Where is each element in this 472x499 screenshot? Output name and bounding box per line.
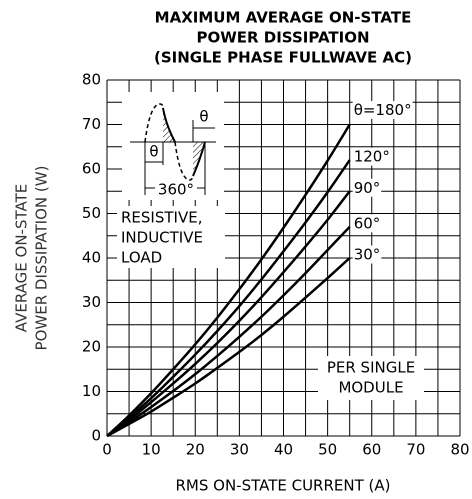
curve (106, 257, 351, 438)
y-axis-label-line: AVERAGE ON-STATE (13, 184, 31, 332)
y-tick-label: 60 (82, 160, 101, 178)
wave (162, 107, 176, 143)
x-tick-label: 0 (102, 441, 112, 459)
chart-title: (SINGLE PHASE FULLWAVE AC) (154, 49, 412, 67)
curve-label: 90° (354, 179, 381, 197)
y-tick-label: 0 (91, 427, 101, 445)
y-tick-label: 20 (82, 338, 101, 356)
annotation: MODULE (338, 379, 403, 397)
label-box (352, 214, 382, 233)
y-axis-label-line: POWER DISSIPATION (W) (33, 166, 51, 351)
annotation: INDUCTIVE (121, 229, 203, 247)
x-axis-label: RMS ON-STATE CURRENT (A) (175, 477, 390, 495)
waveform-inset: θ θ 360° (122, 92, 224, 200)
wave (192, 141, 206, 177)
y-tick-label: 50 (82, 204, 101, 222)
y-tick-label: 80 (82, 71, 101, 89)
grid: 0 10 20 30 40 50 60 70 80 0 10 20 30 40 50 60 70 80 (82, 71, 470, 459)
label-box (352, 101, 413, 119)
curve-label: 120° (354, 148, 390, 166)
label-box (352, 147, 391, 166)
label-box (352, 178, 382, 197)
label-box (352, 245, 382, 264)
annotation: 360° (158, 181, 194, 199)
annotation: θ (149, 143, 158, 161)
x-tick-label: 30 (230, 441, 249, 459)
y-axis-label: AVERAGE ON-STATE POWER DISSIPATION (W) (13, 166, 51, 351)
y-tick-label: 40 (82, 249, 101, 267)
curve-label: 60° (354, 214, 381, 232)
annotation: PER SINGLE (327, 359, 415, 377)
curve-labels: θ=180° 120° 90° 60° 30° (352, 101, 413, 264)
curve-label: 30° (354, 246, 381, 264)
annotation: RESISTIVE, (121, 209, 202, 227)
curve (106, 123, 351, 437)
x-tick-label: 20 (186, 441, 205, 459)
hatch (163, 108, 175, 142)
chart-title: POWER DISSIPATION (196, 29, 369, 47)
chart-title: MAXIMUM AVERAGE ON-STATE (155, 9, 412, 27)
curve (106, 190, 351, 438)
label-box (155, 181, 197, 198)
x-tick-label: 60 (362, 441, 381, 459)
wave-dashed (174, 141, 194, 181)
annotation: LOAD (121, 249, 162, 267)
x-tick-label: 40 (274, 441, 293, 459)
y-tick-label: 10 (82, 382, 101, 400)
curves (106, 123, 351, 438)
annotation: θ (199, 108, 208, 126)
y-tick-label: 30 (82, 293, 101, 311)
x-tick-label: 70 (406, 441, 425, 459)
x-tick-label: 10 (142, 441, 161, 459)
x-tick-label: 80 (450, 441, 469, 459)
curve (106, 225, 351, 438)
label-box (117, 206, 225, 268)
curve-label: θ=180° (354, 101, 412, 119)
label-box (318, 356, 424, 400)
wave-dashed (144, 103, 164, 143)
y-tick-label: 70 (82, 115, 101, 133)
curve (106, 159, 351, 437)
x-tick-label: 50 (318, 441, 337, 459)
